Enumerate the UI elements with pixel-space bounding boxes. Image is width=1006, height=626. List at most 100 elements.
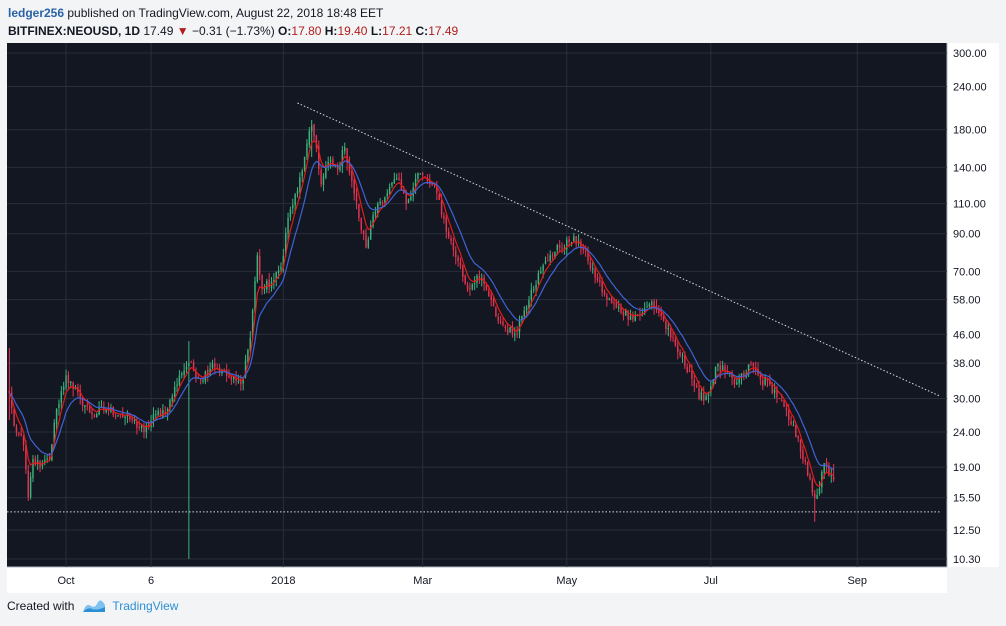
candle-body [424,176,426,178]
candle-body [473,283,476,285]
candle-body [258,255,261,275]
candle-body [589,262,592,269]
candle-body [443,215,445,219]
candle-body [86,405,89,407]
candle-body [811,480,814,493]
candle-body [785,408,788,411]
candle-body [688,371,691,373]
candle-body [417,172,419,179]
candle-body [452,242,455,250]
candle-body [532,289,535,291]
candle-body [140,425,143,428]
candle-body [131,418,133,421]
candle-body [535,284,537,289]
candle-body [386,193,388,197]
candle-body [627,311,629,320]
candle-body [313,124,315,137]
tradingview-link[interactable]: TradingView [112,599,179,613]
candle-body [15,426,18,433]
time-axis[interactable] [7,567,947,593]
tradingview-logo-icon[interactable] [82,599,106,613]
candle-body [511,326,514,335]
price-tick-label: 38.00 [953,358,981,370]
candle-body [379,201,381,204]
candle-body [329,160,332,162]
candle-body [421,173,424,175]
price-tick-label: 58.00 [953,295,981,307]
price-axis-labels: 300.00 240.00 180.00 140.00 110.00 90.00 70.00… [953,48,987,566]
candle-body [823,463,825,474]
candle-body [679,351,681,356]
candle-body [306,143,308,157]
candle-body [759,375,762,380]
candle-body [830,475,833,477]
candle-body [736,382,738,385]
candle-body [195,370,197,379]
candle-body [525,307,528,311]
candle-body [752,362,755,367]
drawings [7,102,941,513]
candle-body [315,135,318,148]
candle-body [41,463,44,466]
candle-body [254,280,256,310]
price-chart[interactable]: 300.00 240.00 180.00 140.00 110.00 90.00 70.00… [7,43,999,593]
candle-body [310,125,313,132]
candle-body [455,250,457,257]
candle-body [60,391,63,403]
candle-body [594,269,596,278]
candle-body [34,458,37,466]
candle-body [303,157,306,170]
candle-body [159,410,162,417]
candle-body [403,190,405,194]
candle-body [88,406,91,413]
plot-area[interactable] [7,43,947,567]
candle-body [674,338,677,346]
candle-body [429,180,431,185]
candle-body [419,173,422,175]
candle-body [58,403,60,409]
candle-body [530,289,533,300]
candle-body [681,355,684,357]
candle-body [462,265,464,277]
candle-body [185,367,188,370]
candle-body [504,326,507,329]
candle-body [780,399,783,401]
low-label: L: [370,24,383,38]
candle-body [523,310,525,317]
price-tick-label: 19.00 [953,462,981,474]
candle-body [27,470,29,498]
candle-body [365,234,367,248]
candle-body [381,202,384,204]
candle-body [646,306,648,308]
candle-body [211,363,214,368]
candle-body [707,393,710,396]
candle-body [542,265,544,271]
candle-body [18,432,20,435]
grid [7,43,947,567]
candle-body [433,184,436,186]
candle-body [339,166,341,170]
candle-body [596,277,599,281]
close-value: 17.49 [428,24,459,38]
candle-body [747,364,750,373]
candle-body [620,306,622,313]
candle-body [575,236,577,244]
candle-body [771,383,773,393]
candle-body [268,279,270,288]
candle-body [55,408,58,425]
price-axis[interactable] [947,43,999,567]
candle-body [617,307,620,309]
candle-body [114,415,117,417]
candle-body [733,379,736,385]
candle-body [471,284,474,290]
candle-body [450,238,452,242]
candle-body [169,400,171,410]
candle-body [806,461,809,476]
candle-body [544,261,547,264]
candle-body [603,291,606,295]
open-value: 17.80 [291,24,322,38]
candle-body [466,285,469,290]
ema-line-12 [8,160,834,471]
candle-body [799,439,802,452]
author-link[interactable]: ledger256 [8,6,65,20]
